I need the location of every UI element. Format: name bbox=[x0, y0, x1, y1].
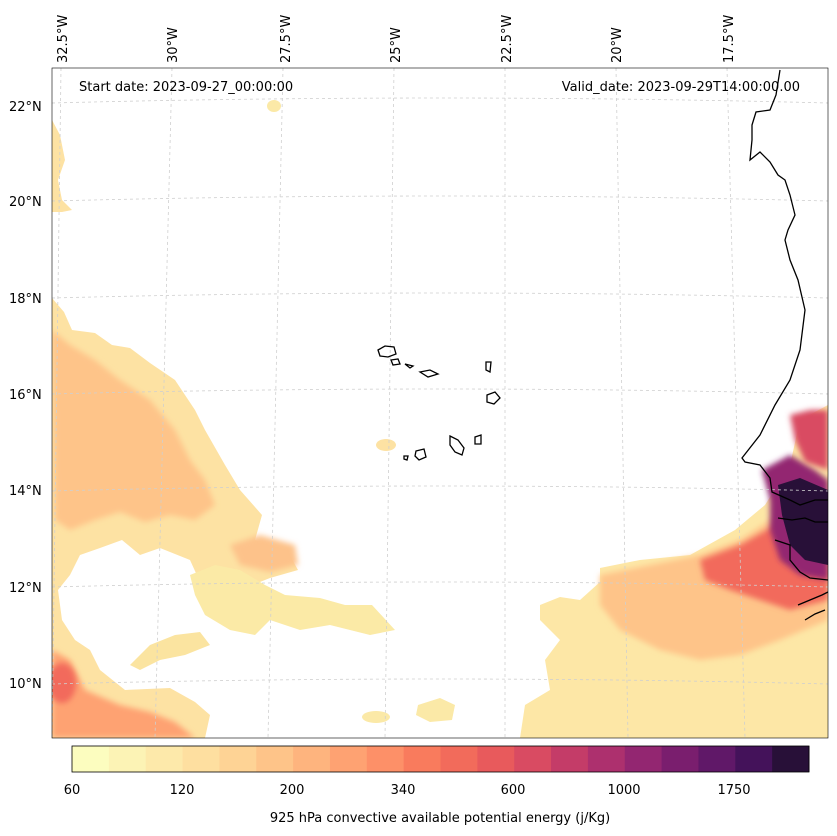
cape-patch-mid-1 bbox=[190, 565, 395, 635]
colorbar-tick-120: 120 bbox=[170, 783, 195, 798]
lon-label-32-5w: 32.5°W bbox=[56, 15, 71, 63]
island-sal bbox=[485, 361, 492, 374]
colorbar-cells bbox=[72, 746, 810, 772]
cape-patch-small-2 bbox=[416, 698, 455, 722]
colorbar-tick-200: 200 bbox=[280, 783, 305, 798]
island-maio bbox=[474, 434, 482, 445]
lon-tick-labels: 32.5°W 30°W 27.5°W 25°W 22.5°W 20°W 17.5… bbox=[56, 15, 737, 63]
colorbar-tick-340: 340 bbox=[391, 783, 416, 798]
colorbar-cell bbox=[145, 746, 184, 772]
colorbar-tick-1750: 1750 bbox=[717, 783, 750, 798]
colorbar-cell bbox=[256, 746, 294, 772]
island-santo-antao bbox=[377, 345, 397, 358]
cape-patch-mid-3 bbox=[230, 535, 298, 572]
lon-label-20w: 20°W bbox=[610, 27, 625, 63]
colorbar-cell bbox=[735, 746, 773, 772]
colorbar-cell bbox=[624, 746, 663, 772]
gridlines bbox=[52, 68, 828, 738]
cape-patch-small-4 bbox=[267, 100, 281, 112]
start-date-label: Start date: 2023-09-27_00:00:00 bbox=[79, 80, 293, 95]
island-sao-nicolau bbox=[404, 363, 440, 378]
colorbar-cell bbox=[587, 746, 626, 772]
cape-patch-small-1 bbox=[362, 711, 390, 723]
island-boa-vista bbox=[486, 391, 501, 405]
lon-label-22-5w: 22.5°W bbox=[500, 15, 515, 63]
valid-date-label: Valid_date: 2023-09-29T14:00:00.00 bbox=[562, 80, 800, 95]
lat-label-22n: 22°N bbox=[9, 100, 42, 115]
cape-patch-small-3 bbox=[376, 439, 396, 451]
colorbar-cell bbox=[329, 746, 368, 772]
lat-label-16n: 16°N bbox=[9, 388, 42, 403]
colorbar-tick-60: 60 bbox=[64, 783, 81, 798]
colorbar-frame bbox=[71, 745, 810, 773]
lon-label-17-5w: 17.5°W bbox=[722, 15, 737, 63]
coastlines bbox=[377, 69, 828, 621]
lat-label-18n: 18°N bbox=[9, 292, 42, 307]
colorbar-cell bbox=[366, 746, 405, 772]
cape-patch-mid-2 bbox=[130, 632, 210, 670]
cape-area-east-coast-top bbox=[790, 410, 828, 470]
colorbar-cell bbox=[108, 746, 147, 772]
colorbar-tick-600: 600 bbox=[501, 783, 526, 798]
cape-patch-10n-west bbox=[52, 663, 76, 703]
island-brava bbox=[403, 455, 409, 461]
guinea-bissau-coastline bbox=[774, 539, 828, 581]
lon-label-25w: 25°W bbox=[389, 27, 404, 63]
cape-patch-nw bbox=[52, 120, 72, 212]
colorbar-cell bbox=[551, 746, 589, 772]
lon-label-27-5w: 27.5°W bbox=[279, 15, 294, 63]
colorbar-cell bbox=[514, 746, 552, 772]
lat-label-14n: 14°N bbox=[9, 484, 42, 499]
colorbar-cell bbox=[772, 746, 810, 772]
colorbar-cell bbox=[182, 746, 220, 772]
lat-label-10n: 10°N bbox=[9, 677, 42, 692]
colorbar-cell bbox=[698, 746, 736, 772]
gambia-coastline bbox=[777, 517, 828, 523]
colorbar-cell bbox=[440, 746, 478, 772]
africa-coastline bbox=[741, 69, 828, 506]
colorbar-cell bbox=[72, 746, 110, 772]
cape-area-west-mid bbox=[52, 330, 215, 530]
lat-label-12n: 12°N bbox=[9, 581, 42, 596]
lat-label-20n: 20°N bbox=[9, 195, 42, 210]
island-fogo bbox=[414, 448, 427, 461]
guinea-coastline bbox=[797, 591, 828, 621]
lat-tick-labels: 22°N 20°N 18°N 16°N 14°N 12°N 10°N bbox=[9, 100, 42, 692]
colorbar-title: 925 hPa convective available potential e… bbox=[270, 811, 610, 826]
island-sao-vicente bbox=[390, 358, 401, 366]
cape-area-west-south bbox=[52, 650, 195, 738]
colorbar-cell bbox=[477, 746, 515, 772]
cape-field bbox=[52, 100, 828, 738]
map-frame bbox=[51, 67, 829, 739]
colorbar-tick-1000: 1000 bbox=[607, 783, 640, 798]
island-santiago bbox=[449, 434, 465, 456]
colorbar: 60 120 200 340 600 1000 1750 925 hPa con… bbox=[64, 745, 810, 826]
colorbar-cell bbox=[293, 746, 331, 772]
colorbar-cell bbox=[661, 746, 699, 772]
map-panel: Start date: 2023-09-27_00:00:00 Valid_da… bbox=[52, 68, 828, 738]
colorbar-cell bbox=[219, 746, 257, 772]
colorbar-cell bbox=[403, 746, 441, 772]
lon-label-30w: 30°W bbox=[166, 27, 181, 63]
